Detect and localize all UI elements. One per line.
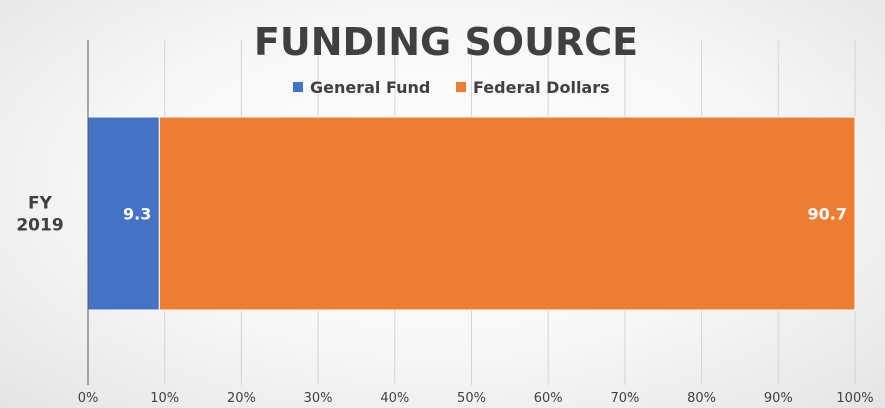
category-label-fy-2019: FY 2019 — [16, 194, 63, 236]
x-tick-label-20: 20% — [227, 391, 256, 406]
data-label-general-fund: 9.3 — [123, 205, 151, 224]
legend-swatch-federal-dollars — [456, 82, 466, 92]
x-tick-label-50: 50% — [457, 391, 486, 406]
x-tick-label-80: 80% — [687, 391, 716, 406]
x-tick-label-60: 60% — [534, 391, 563, 406]
bars — [87, 116, 856, 311]
bar-federal-dollars — [158, 116, 856, 311]
legend-label-general-fund: General Fund — [310, 78, 430, 97]
data-labels: 9.3 90.7 — [123, 205, 847, 224]
legend: General Fund Federal Dollars — [293, 78, 610, 97]
chart-title: FUNDING SOURCE — [254, 20, 638, 64]
x-tick-label-100: 100% — [836, 391, 873, 406]
x-tick-label-10: 10% — [150, 391, 179, 406]
legend-swatch-general-fund — [293, 82, 303, 92]
category-axis: FY 2019 — [16, 194, 63, 236]
x-tick-label-0: 0% — [78, 391, 99, 406]
data-label-federal-dollars: 90.7 — [808, 205, 847, 224]
x-tick-label-70: 70% — [610, 391, 639, 406]
x-axis-ticks: 0% 10% 20% 30% 40% 50% 60% 70% 80% 90% 100% — [78, 391, 874, 406]
x-tick-label-90: 90% — [764, 391, 793, 406]
x-tick-label-30: 30% — [304, 391, 333, 406]
legend-label-federal-dollars: Federal Dollars — [473, 78, 610, 97]
x-tick-label-40: 40% — [380, 391, 409, 406]
